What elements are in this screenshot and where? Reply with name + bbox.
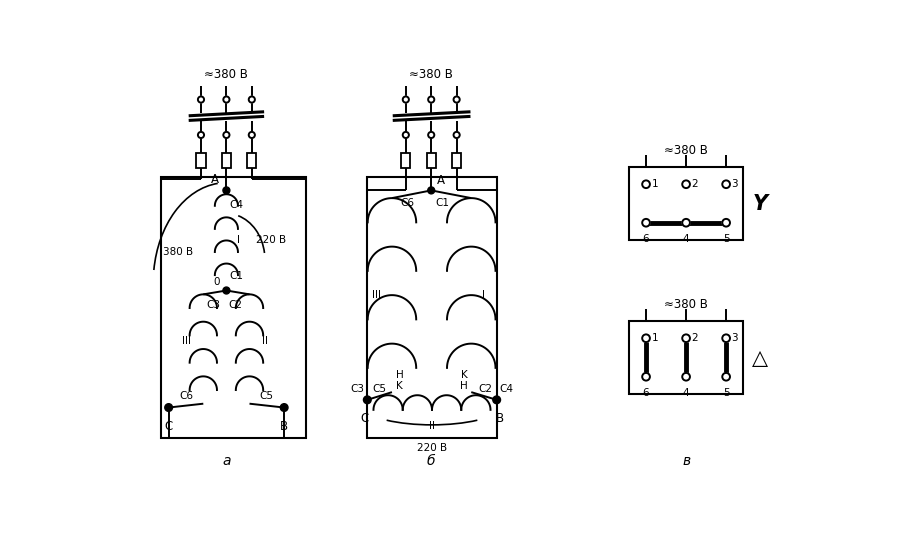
Bar bbox=[427, 153, 436, 168]
Circle shape bbox=[682, 373, 690, 381]
Text: ≈380 В: ≈380 В bbox=[410, 68, 454, 81]
Circle shape bbox=[428, 132, 435, 138]
Text: 0: 0 bbox=[213, 277, 220, 287]
Bar bbox=[452, 153, 461, 168]
Text: 220 В: 220 В bbox=[417, 443, 447, 453]
Bar bbox=[196, 153, 205, 168]
Circle shape bbox=[428, 187, 435, 194]
Text: 4: 4 bbox=[683, 388, 689, 398]
Text: C1: C1 bbox=[230, 271, 244, 281]
Text: A: A bbox=[436, 174, 445, 186]
Circle shape bbox=[454, 96, 460, 102]
Text: II: II bbox=[429, 421, 435, 431]
Circle shape bbox=[643, 373, 650, 381]
Circle shape bbox=[198, 132, 204, 138]
Text: B: B bbox=[280, 420, 288, 433]
Circle shape bbox=[723, 219, 730, 227]
Text: 4: 4 bbox=[683, 234, 689, 244]
Text: K: K bbox=[461, 370, 467, 380]
Text: C3: C3 bbox=[206, 300, 220, 310]
Text: 2: 2 bbox=[691, 333, 698, 343]
Text: H: H bbox=[396, 370, 403, 380]
Circle shape bbox=[248, 96, 255, 102]
Text: в: в bbox=[682, 455, 690, 468]
Text: C6: C6 bbox=[400, 198, 414, 208]
Text: I: I bbox=[238, 235, 240, 245]
Circle shape bbox=[223, 96, 230, 102]
Bar bbox=[401, 153, 410, 168]
Text: B: B bbox=[496, 412, 504, 425]
Text: C: C bbox=[360, 412, 368, 425]
Circle shape bbox=[723, 373, 730, 381]
Circle shape bbox=[198, 96, 204, 102]
Text: 1: 1 bbox=[652, 333, 658, 343]
Text: ≈380 В: ≈380 В bbox=[664, 298, 708, 311]
Circle shape bbox=[682, 180, 690, 188]
Text: 380 В: 380 В bbox=[163, 247, 193, 257]
Circle shape bbox=[364, 396, 371, 404]
Text: C: C bbox=[165, 420, 173, 433]
Text: 1: 1 bbox=[652, 179, 658, 189]
Text: б: б bbox=[427, 455, 436, 468]
Text: Y: Y bbox=[752, 194, 768, 214]
Bar bbox=[221, 153, 231, 168]
Circle shape bbox=[428, 96, 435, 102]
Text: 5: 5 bbox=[723, 388, 729, 398]
Text: C5: C5 bbox=[259, 391, 274, 402]
Text: 3: 3 bbox=[732, 179, 738, 189]
Text: I: I bbox=[482, 290, 485, 300]
Bar bbox=[367, 176, 497, 438]
Text: 6: 6 bbox=[643, 234, 650, 244]
Circle shape bbox=[454, 132, 460, 138]
Text: C4: C4 bbox=[500, 384, 514, 394]
Circle shape bbox=[643, 334, 650, 342]
Text: C2: C2 bbox=[478, 384, 492, 394]
Circle shape bbox=[493, 396, 500, 404]
Text: C2: C2 bbox=[228, 300, 242, 310]
Circle shape bbox=[223, 187, 230, 194]
Text: II: II bbox=[262, 337, 268, 346]
Text: C1: C1 bbox=[436, 198, 450, 208]
Text: C3: C3 bbox=[350, 384, 365, 394]
Text: C6: C6 bbox=[179, 391, 194, 402]
Circle shape bbox=[723, 334, 730, 342]
Text: C5: C5 bbox=[372, 384, 386, 394]
Circle shape bbox=[223, 132, 230, 138]
Circle shape bbox=[223, 287, 230, 294]
Text: 220 В: 220 В bbox=[256, 235, 286, 245]
Text: K: K bbox=[396, 381, 402, 391]
Text: C4: C4 bbox=[230, 200, 244, 209]
Circle shape bbox=[643, 180, 650, 188]
Circle shape bbox=[682, 334, 690, 342]
Text: а: а bbox=[222, 455, 230, 468]
Text: H: H bbox=[460, 381, 467, 391]
Text: III: III bbox=[373, 290, 382, 300]
Text: ≈380 В: ≈380 В bbox=[664, 144, 708, 157]
Circle shape bbox=[165, 404, 173, 412]
Text: III: III bbox=[182, 337, 191, 346]
Circle shape bbox=[643, 219, 650, 227]
Bar bbox=[629, 167, 743, 240]
Text: 5: 5 bbox=[723, 234, 729, 244]
Circle shape bbox=[280, 404, 288, 412]
Circle shape bbox=[682, 219, 690, 227]
Text: A: A bbox=[211, 173, 219, 186]
Text: 3: 3 bbox=[732, 333, 738, 343]
Bar bbox=[161, 176, 306, 438]
Circle shape bbox=[723, 180, 730, 188]
Circle shape bbox=[248, 132, 255, 138]
Text: △: △ bbox=[752, 348, 768, 368]
Text: 2: 2 bbox=[691, 179, 698, 189]
Circle shape bbox=[402, 132, 409, 138]
Bar bbox=[629, 321, 743, 394]
Bar bbox=[248, 153, 256, 168]
Text: 6: 6 bbox=[643, 388, 650, 398]
Text: ≈380 В: ≈380 В bbox=[204, 68, 248, 81]
Circle shape bbox=[402, 96, 409, 102]
